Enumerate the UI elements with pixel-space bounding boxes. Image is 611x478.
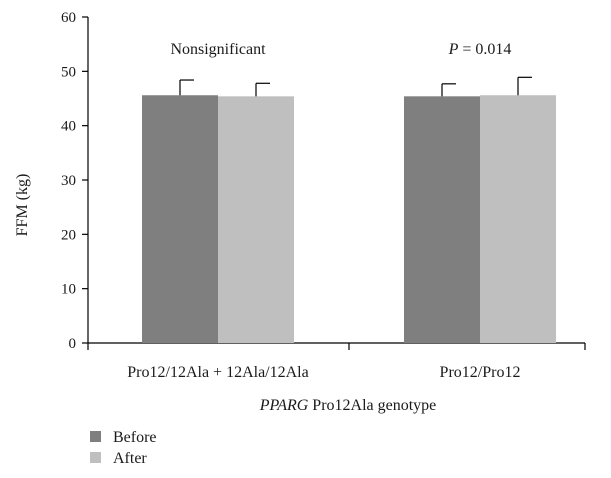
y-tick-label: 30 (61, 173, 76, 189)
annotation: Nonsignificant (170, 41, 266, 58)
x-axis-title-gene: PPARG (259, 397, 309, 414)
y-tick-label: 10 (61, 282, 76, 298)
x-axis-title: PPARG Pro12Ala genotype (259, 397, 437, 414)
y-axis: 0 10 20 30 40 50 60 (61, 10, 89, 352)
annotation-italic: P (448, 41, 459, 58)
bar-before-1 (142, 95, 218, 344)
legend-swatch-after (90, 452, 101, 463)
y-tick-label: 60 (61, 10, 76, 26)
bar-before-2 (404, 96, 480, 344)
legend-label-after: After (113, 450, 147, 467)
y-tick-label: 20 (61, 227, 76, 243)
annotations: Nonsignificant P = 0.014 (170, 41, 511, 58)
y-axis-title: FFM (kg) (14, 174, 31, 237)
legend-swatch-before (90, 431, 101, 442)
annotation: P = 0.014 (448, 41, 512, 58)
y-tick-label: 40 (61, 119, 76, 135)
y-tick-label: 50 (61, 64, 76, 80)
y-tick-label: 0 (69, 336, 77, 352)
x-category-label: Pro12/12Ala + 12Ala/12Ala (127, 364, 308, 381)
annotation-text: Nonsignificant (170, 41, 266, 58)
legend-label-before: Before (113, 429, 157, 446)
x-category-label: Pro12/Pro12 (440, 364, 521, 381)
bar-after-2 (480, 95, 556, 344)
annotation-text: = 0.014 (458, 41, 511, 58)
legend: Before After (90, 429, 157, 467)
error-bars (179, 76, 532, 97)
bars (142, 95, 556, 344)
x-axis-title-rest: Pro12Ala genotype (308, 397, 436, 414)
bar-after-1 (218, 96, 294, 344)
x-axis: Pro12/12Ala + 12Ala/12Ala Pro12/Pro12 (87, 342, 586, 381)
